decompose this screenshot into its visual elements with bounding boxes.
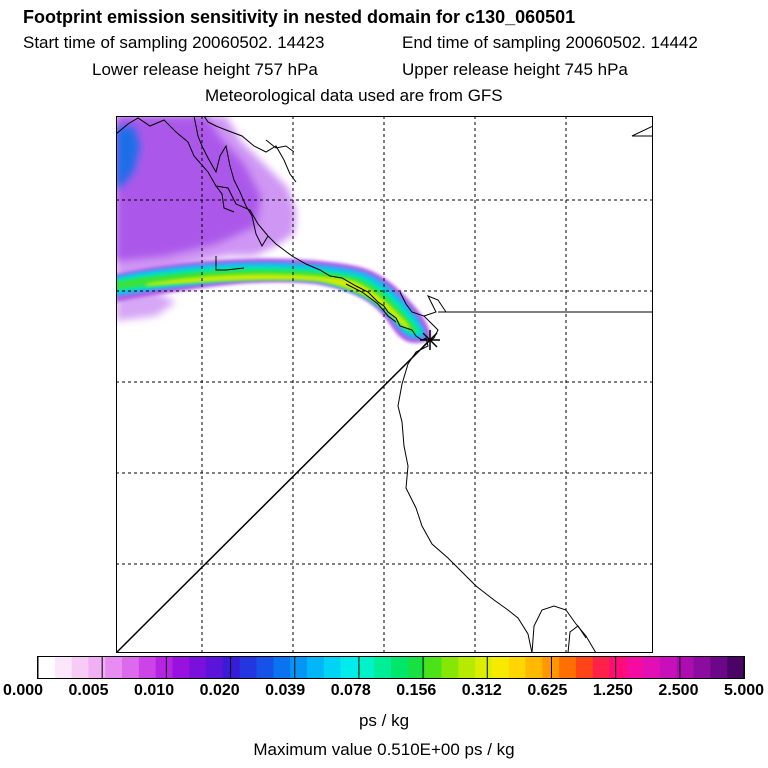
colorbar-cell <box>273 657 291 678</box>
colorbar-tick-label: 1.250 <box>592 682 633 699</box>
colorbar-cell <box>458 657 476 678</box>
map-frame <box>116 116 653 653</box>
colorbar-tick-label: 0.078 <box>330 682 371 699</box>
start-time-label: Start time of sampling 20060502. 14423 <box>23 33 325 52</box>
coastline <box>116 116 653 653</box>
sensitivity-field-high <box>116 126 140 188</box>
colorbar-tick-label: 0.312 <box>461 682 502 699</box>
met-data-label: Meteorological data used are from GFS <box>205 86 503 105</box>
colorbar-cell <box>256 657 274 678</box>
colorbar-cell <box>676 657 695 678</box>
colorbar-cell <box>138 657 157 678</box>
colorbar-cell <box>222 657 241 678</box>
colorbar-cell <box>189 657 207 678</box>
colorbar-cell <box>424 657 443 678</box>
colorbar-cell <box>71 657 90 678</box>
colorbar-cell <box>357 657 375 678</box>
release-point-marker <box>420 330 440 350</box>
sensitivity-field-mid <box>116 116 261 261</box>
colorbar-cell <box>88 657 106 678</box>
colorbar-tick-label: 0.039 <box>265 682 306 699</box>
colorbar-cell <box>475 657 493 678</box>
colorbar-cell <box>155 657 174 678</box>
colorbar-cell <box>727 657 745 678</box>
colorbar-cell <box>323 657 342 678</box>
lower-release-label: Lower release height 757 hPa <box>92 60 318 79</box>
colorbar-cell <box>693 657 711 678</box>
colorbar-cell <box>290 657 308 678</box>
end-time-label: End time of sampling 20060502. 14442 <box>402 33 698 52</box>
colorbar-cell <box>239 657 258 678</box>
release-line <box>116 339 431 653</box>
colorbar-cell <box>659 657 678 678</box>
colorbar-cell <box>306 657 325 678</box>
page-title: Footprint emission sensitivity in nested… <box>23 7 576 27</box>
colorbar-cell <box>206 657 224 678</box>
colorbar-tick-label: 0.020 <box>199 682 240 699</box>
colorbar-tick-label: 2.500 <box>658 682 699 699</box>
colorbar-tick-label: 0.156 <box>396 682 437 699</box>
colorbar-tick-label: 0.010 <box>134 682 175 699</box>
colorbar-cell <box>592 657 611 678</box>
colorbar-tick-label: 5.000 <box>723 682 765 699</box>
colorbar <box>37 656 745 679</box>
colorbar-cell <box>643 657 661 678</box>
colorbar-cell <box>525 657 543 678</box>
colorbar-cell <box>391 657 409 678</box>
colorbar-cell <box>340 657 358 678</box>
colorbar-cell <box>105 657 123 678</box>
colorbar-cell <box>374 657 392 678</box>
colorbar-cell <box>508 657 527 678</box>
colorbar-cell <box>609 657 627 678</box>
colorbar-cell <box>54 657 73 678</box>
colorbar-tick-label: 0.005 <box>68 682 109 699</box>
colorbar-tick-label: 0.625 <box>527 682 568 699</box>
colorbar-cell <box>559 657 577 678</box>
colorbar-cell <box>407 657 426 678</box>
maximum-value-label: Maximum value 0.510E+00 ps / kg <box>253 740 515 759</box>
colorbar-tick-label: 0.000 <box>2 682 44 699</box>
colorbar-cell <box>441 657 459 678</box>
colorbar-cell <box>38 657 56 678</box>
colorbar-units: ps / kg <box>358 711 410 730</box>
colorbar-cell <box>491 657 510 678</box>
colorbar-cell <box>575 657 594 678</box>
colorbar-cell <box>122 657 140 678</box>
upper-release-label: Upper release height 745 hPa <box>402 60 628 79</box>
footprint-map <box>116 116 653 653</box>
colorbar-cell <box>172 657 190 678</box>
colorbar-cell <box>626 657 644 678</box>
colorbar-cell <box>710 657 728 678</box>
